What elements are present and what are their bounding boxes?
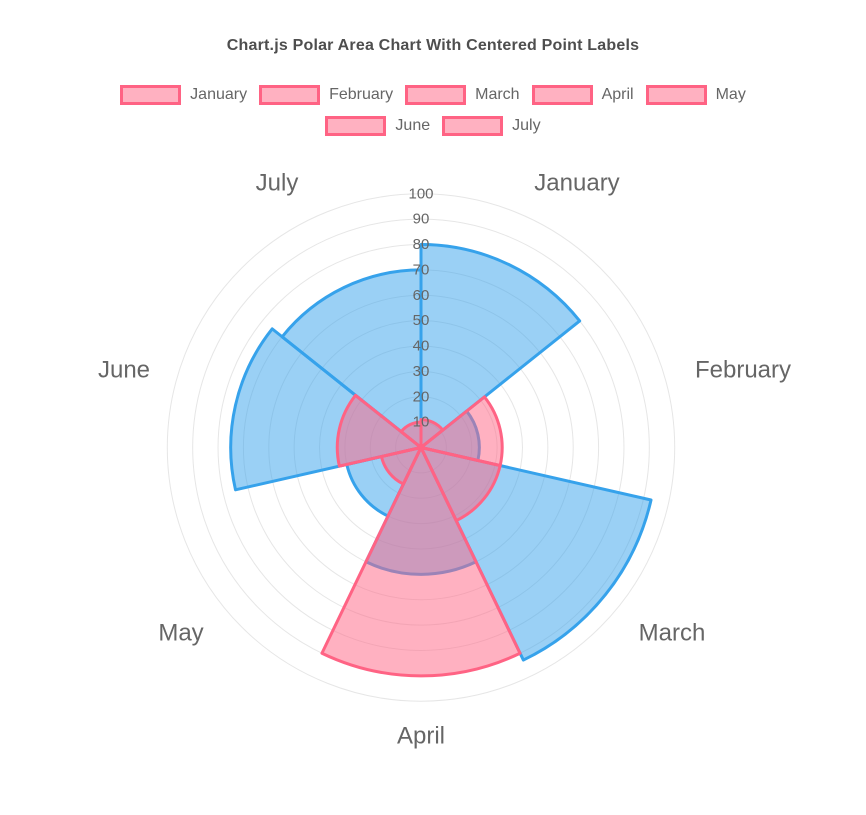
radial-tick-label-80: 80 xyxy=(413,236,430,253)
sector-april-pink-dataset[interactable] xyxy=(320,446,522,678)
legend-swatch-january xyxy=(120,85,182,105)
radial-tick-label-70: 70 xyxy=(413,261,430,278)
legend-swatch-june xyxy=(325,116,387,136)
radial-tick-label-30: 30 xyxy=(413,363,430,380)
grid-ring-100 xyxy=(166,193,676,702)
sector-february-pink-dataset[interactable] xyxy=(419,395,504,468)
sector-march-pink-dataset[interactable] xyxy=(419,446,502,523)
radial-tick-label-10: 10 xyxy=(413,414,430,431)
sector-january-blue-dataset[interactable] xyxy=(419,243,582,449)
point-label-february: February xyxy=(695,357,791,384)
point-label-june: June xyxy=(98,357,150,384)
radial-tick-label-40: 40 xyxy=(413,338,430,355)
legend-label: April xyxy=(601,86,634,103)
legend-item-february[interactable]: February xyxy=(259,85,393,105)
radial-tick-label-60: 60 xyxy=(413,287,430,304)
legend-swatch-may xyxy=(645,85,707,105)
radial-tick-label-20: 20 xyxy=(413,388,430,405)
legend-swatch-february xyxy=(259,85,321,105)
point-label-july: July xyxy=(256,170,299,197)
legend-item-january[interactable]: January xyxy=(120,85,247,105)
chart-legend: January February March April May June July xyxy=(73,85,793,136)
point-label-march: March xyxy=(639,620,706,647)
radial-tick-label-100: 100 xyxy=(408,185,433,202)
point-label-april: April xyxy=(397,723,445,750)
legend-label: January xyxy=(190,86,248,103)
legend-swatch-april xyxy=(531,85,593,105)
point-label-may: May xyxy=(158,620,203,647)
legend-item-march[interactable]: March xyxy=(405,85,520,105)
legend-item-april[interactable]: April xyxy=(531,85,634,105)
legend-item-june[interactable]: June xyxy=(325,116,430,136)
chart-title: Chart.js Polar Area Chart With Centered … xyxy=(226,37,640,54)
legend-label: July xyxy=(512,117,541,134)
legend-label: February xyxy=(329,86,394,103)
radial-tick-label-90: 90 xyxy=(413,211,430,228)
legend-swatch-july xyxy=(442,116,504,136)
legend-item-may[interactable]: May xyxy=(645,85,746,105)
point-label-january: January xyxy=(534,170,619,197)
sector-july-blue-dataset[interactable] xyxy=(280,268,423,449)
legend-label: May xyxy=(715,86,746,103)
radial-tick-label-50: 50 xyxy=(413,312,430,329)
sector-june-pink-dataset[interactable] xyxy=(335,393,423,468)
legend-swatch-march xyxy=(405,85,467,105)
legend-label: March xyxy=(475,86,520,103)
legend-item-july[interactable]: July xyxy=(442,116,541,136)
sector-july-pink-dataset[interactable] xyxy=(399,420,423,449)
legend-label: June xyxy=(395,117,431,134)
